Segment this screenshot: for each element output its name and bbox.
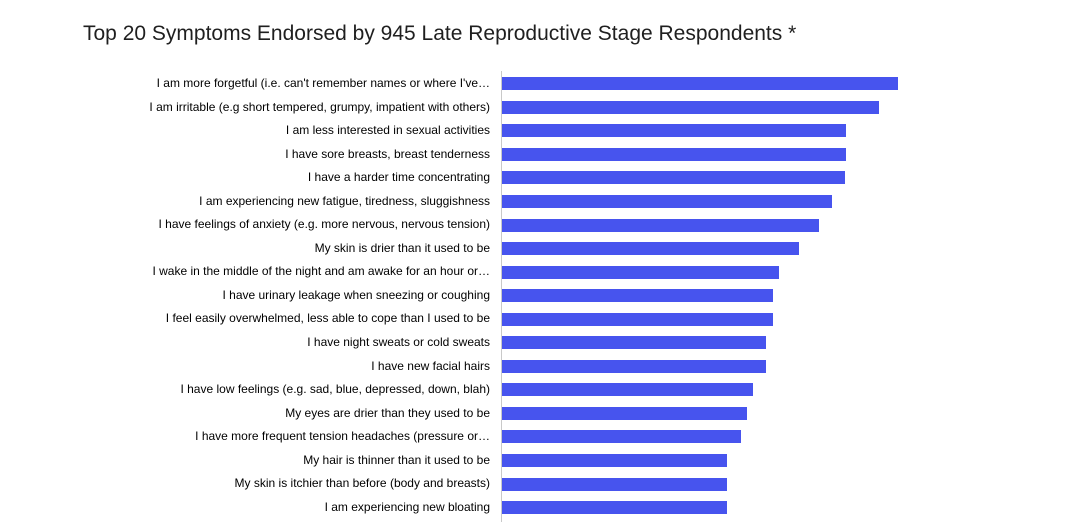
bar[interactable] [502, 195, 832, 208]
bar[interactable] [502, 336, 766, 350]
bar-cell [502, 100, 1066, 114]
category-label: My hair is thinner than it used to be [303, 452, 490, 467]
bar-cell [502, 124, 1066, 138]
bar-cell [502, 501, 1066, 515]
bar-row: I wake in the middle of the night and am… [0, 260, 1066, 284]
y-axis-line [501, 71, 502, 522]
category-label: I feel easily overwhelmed, less able to … [165, 311, 490, 326]
bar-row: I am experiencing new fatigue, tiredness… [0, 190, 1066, 214]
category-label: I have a harder time concentrating [307, 170, 490, 185]
category-label: I have sore breasts, breast tenderness [285, 146, 490, 161]
bar[interactable] [502, 124, 846, 138]
bar-cell [502, 383, 1066, 397]
bar-cell [502, 406, 1066, 420]
bar-row: My skin is itchier than before (body and… [0, 472, 1066, 496]
chart-title: Top 20 Symptoms Endorsed by 945 Late Rep… [83, 22, 797, 45]
bar-row: I have new facial hairs [0, 355, 1066, 379]
bar[interactable] [502, 501, 727, 515]
bar-cell [502, 195, 1066, 208]
category-label: My skin is itchier than before (body and… [234, 476, 490, 491]
bar[interactable] [502, 312, 773, 326]
bar-cell [502, 454, 1066, 468]
category-label: My eyes are drier than they used to be [285, 405, 490, 420]
bar-row: My eyes are drier than they used to be [0, 402, 1066, 426]
bar[interactable] [502, 477, 727, 491]
bar-row: I am irritable (e.g short tempered, grum… [0, 96, 1066, 120]
bar[interactable] [502, 265, 779, 279]
bar-cell [502, 147, 1066, 161]
category-label: I have feelings of anxiety (e.g. more ne… [158, 217, 490, 232]
bar-row: I have low feelings (e.g. sad, blue, dep… [0, 378, 1066, 402]
bar-cell [502, 77, 1066, 91]
bar[interactable] [502, 454, 727, 468]
bar-row: I have night sweats or cold sweats [0, 331, 1066, 355]
category-label: I am more forgetful (i.e. can't remember… [156, 76, 490, 90]
bar-cell [502, 242, 1066, 256]
bar[interactable] [502, 147, 846, 161]
bar[interactable] [502, 242, 799, 256]
category-label: I have low feelings (e.g. sad, blue, dep… [180, 382, 490, 397]
bar-row: My skin is drier than it used to be [0, 237, 1066, 261]
bar-row: I have feelings of anxiety (e.g. more ne… [0, 213, 1066, 237]
bar[interactable] [502, 383, 753, 397]
bar-rows: I am more forgetful (i.e. can't remember… [0, 72, 1066, 519]
bar[interactable] [502, 406, 747, 420]
bar-row: I am more forgetful (i.e. can't remember… [0, 72, 1066, 96]
bar-row: I have sore breasts, breast tenderness [0, 143, 1066, 167]
bar-row: My hair is thinner than it used to be [0, 449, 1066, 473]
bar[interactable] [502, 77, 898, 91]
bar-cell [502, 312, 1066, 326]
category-label: I have urinary leakage when sneezing or … [222, 287, 490, 302]
bar[interactable] [502, 171, 845, 185]
bar[interactable] [502, 100, 879, 114]
category-label: I am experiencing new fatigue, tiredness… [199, 193, 490, 208]
bar-row: I have more frequent tension headaches (… [0, 425, 1066, 449]
category-label: My skin is drier than it used to be [314, 240, 490, 255]
bar-cell [502, 336, 1066, 350]
bar-row: I have a harder time concentrating [0, 166, 1066, 190]
bar-cell [502, 265, 1066, 279]
category-label: I am experiencing new bloating [324, 499, 490, 514]
bar-cell [502, 171, 1066, 185]
category-label: I am irritable (e.g short tempered, grum… [149, 99, 490, 114]
bar-row: I feel easily overwhelmed, less able to … [0, 307, 1066, 331]
category-label: I have more frequent tension headaches (… [195, 429, 490, 444]
bar[interactable] [502, 359, 766, 373]
bar-cell [502, 359, 1066, 373]
bar[interactable] [502, 289, 773, 303]
bar-row: I have urinary leakage when sneezing or … [0, 284, 1066, 308]
bar-cell [502, 289, 1066, 303]
category-label: I have night sweats or cold sweats [307, 335, 490, 350]
category-label: I wake in the middle of the night and am… [152, 264, 490, 279]
bar-cell [502, 477, 1066, 491]
bar-chart: I am more forgetful (i.e. can't remember… [0, 71, 1066, 522]
bar-cell [502, 430, 1066, 444]
bar[interactable] [502, 430, 741, 444]
bar-row: I am experiencing new bloating [0, 496, 1066, 520]
bar-row: I am less interested in sexual activitie… [0, 119, 1066, 143]
category-label: I am less interested in sexual activitie… [285, 123, 490, 138]
bar-cell [502, 218, 1066, 232]
bar[interactable] [502, 218, 819, 232]
category-label: I have new facial hairs [371, 358, 490, 373]
